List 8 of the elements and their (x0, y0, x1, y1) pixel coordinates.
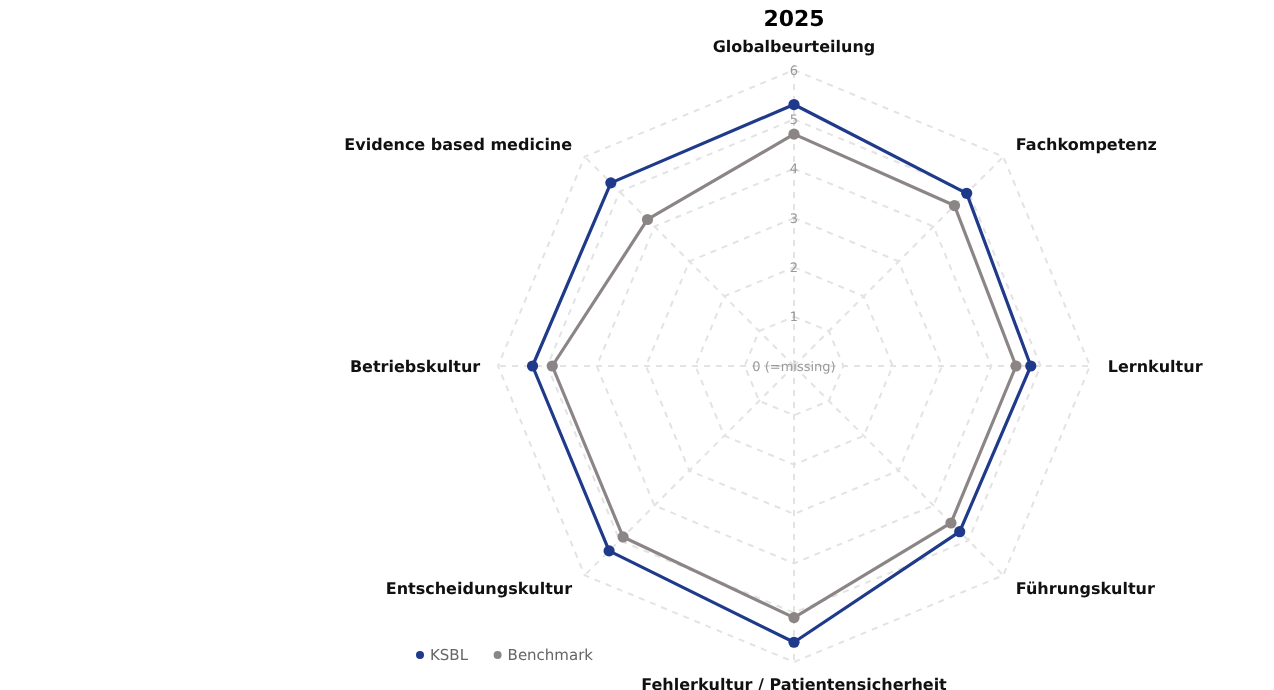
spoke-label: Evidence based medicine (344, 136, 574, 155)
spoke-label: Fachkompetenz (1015, 136, 1158, 155)
spoke-label: Betriebskultur (349, 358, 481, 376)
chart-title: 2025 (763, 6, 825, 32)
spoke-label: Führungskultur (1015, 579, 1155, 598)
spoke-label: Globalbeurteilung (712, 38, 876, 57)
spoke-label: Entscheidungskultur (385, 579, 573, 598)
spoke-label: Lernkultur (1107, 358, 1203, 376)
